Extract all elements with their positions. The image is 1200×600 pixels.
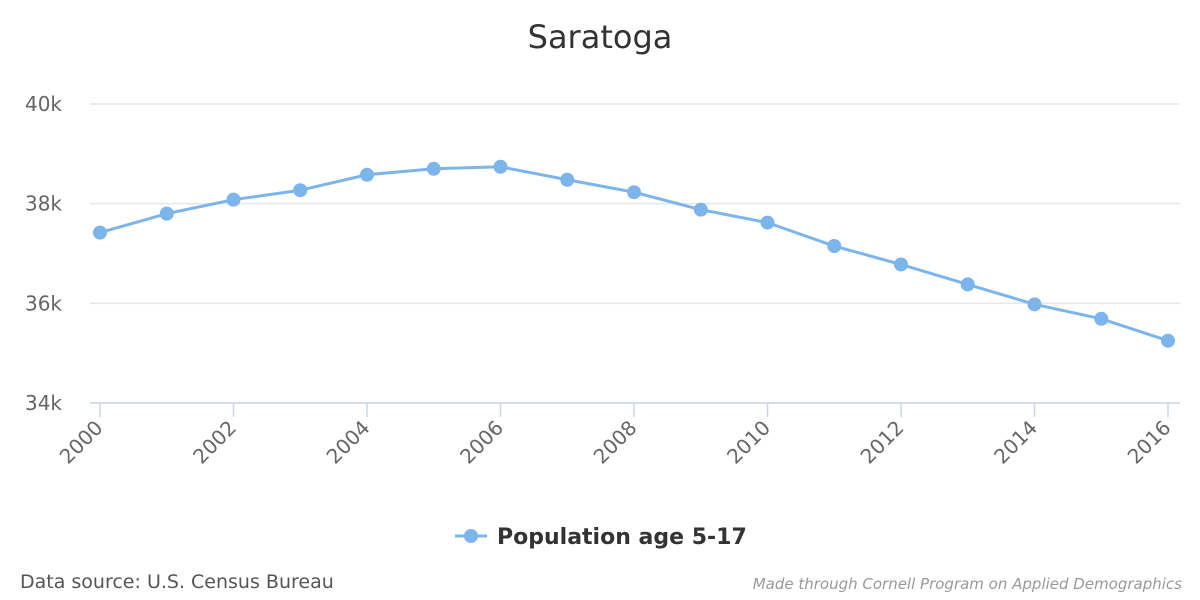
y-tick-label: 34k	[25, 391, 62, 415]
data-point[interactable]	[760, 215, 775, 230]
legend[interactable]: Population age 5-17	[455, 525, 747, 550]
data-point[interactable]	[1027, 297, 1042, 312]
data-point[interactable]	[293, 183, 308, 198]
data-point[interactable]	[560, 172, 575, 187]
data-source: Data source: U.S. Census Bureau	[20, 571, 334, 593]
x-tick-label: 2010	[722, 416, 775, 469]
data-point[interactable]	[426, 161, 441, 176]
legend-marker	[464, 529, 478, 543]
legend-label[interactable]: Population age 5-17	[497, 525, 747, 550]
x-tick-label: 2012	[856, 416, 909, 469]
chart-title: Saratoga	[528, 18, 673, 56]
data-point[interactable]	[960, 277, 975, 292]
credit-text[interactable]: Made through Cornell Program on Applied …	[752, 575, 1182, 593]
data-point[interactable]	[159, 206, 174, 221]
data-point[interactable]	[693, 202, 708, 217]
grid	[90, 103, 1180, 404]
data-point[interactable]	[627, 185, 641, 200]
x-tick-label: 2002	[188, 416, 241, 469]
data-point[interactable]	[93, 225, 107, 240]
data-point[interactable]	[226, 192, 241, 207]
x-tick-label: 2004	[322, 416, 375, 469]
y-tick-label: 36k	[25, 291, 62, 315]
data-point[interactable]	[1161, 333, 1175, 348]
data-point[interactable]	[360, 167, 374, 182]
x-tick-label: 2006	[455, 416, 508, 469]
data-point[interactable]	[827, 239, 842, 254]
series	[93, 159, 1175, 348]
y-axis: 34k 36k 38k 40k	[25, 92, 62, 415]
data-point[interactable]	[1094, 311, 1109, 326]
data-point[interactable]	[894, 257, 908, 272]
x-tick-label: 2014	[989, 416, 1042, 469]
x-tick-label: 2000	[55, 416, 108, 469]
x-tick-label: 2016	[1123, 416, 1176, 469]
y-tick-label: 40k	[25, 92, 62, 116]
x-tick-label: 2008	[589, 416, 642, 469]
data-point[interactable]	[493, 159, 508, 174]
y-tick-label: 38k	[25, 192, 62, 216]
x-axis: 2000 2002 2004 2006 2008 2010 2012 2014 2016	[55, 402, 1180, 469]
